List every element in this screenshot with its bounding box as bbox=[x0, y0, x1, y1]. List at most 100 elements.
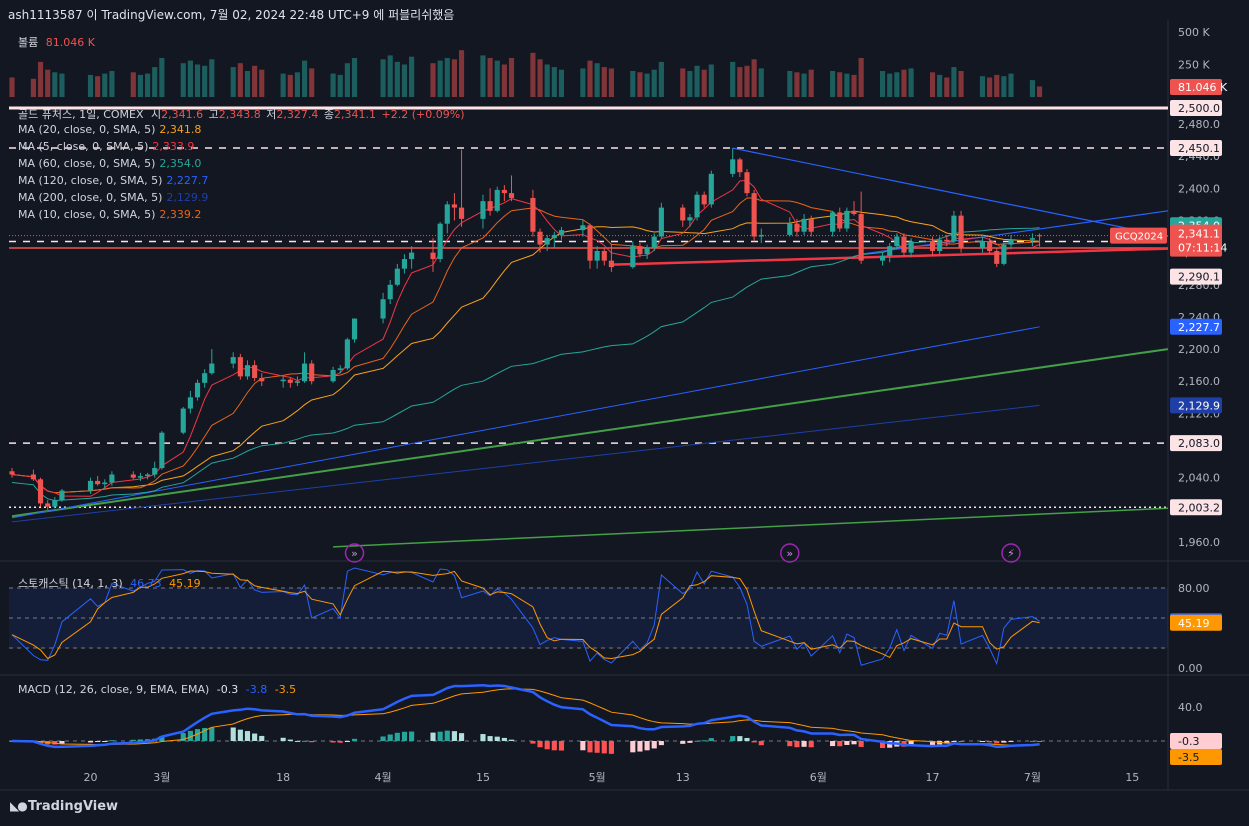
volume-bar bbox=[87, 74, 94, 97]
macd-histogram-bar bbox=[680, 741, 686, 744]
candle-body bbox=[951, 215, 957, 242]
candle-body bbox=[837, 212, 843, 229]
macd-histogram-bar bbox=[87, 741, 94, 743]
volume-bar bbox=[851, 74, 857, 97]
volume-bar bbox=[587, 60, 593, 97]
candle-body bbox=[145, 474, 151, 477]
volume-bar bbox=[37, 61, 44, 97]
macd-value: -3.8 bbox=[245, 683, 268, 696]
candle-body bbox=[787, 223, 793, 235]
ma-legend-0[interactable]: MA (20, close, 0, SMA, 5) 2,341.8 bbox=[18, 123, 201, 136]
volume-bar bbox=[401, 64, 408, 97]
low-label: 저 bbox=[266, 108, 277, 121]
volume-bar bbox=[351, 58, 358, 97]
macd-label: MACD (12, 26, close, 9, EMA, EMA) bbox=[18, 683, 210, 696]
macd-histogram-bar bbox=[508, 739, 515, 741]
low-value: 2,327.4 bbox=[276, 108, 319, 121]
volume-bar bbox=[409, 56, 415, 97]
macd-histogram-bar bbox=[145, 739, 151, 741]
lightning-event-icon[interactable]: ⚡ bbox=[1001, 543, 1021, 563]
macd-histogram-bar bbox=[430, 732, 436, 741]
volume-bar bbox=[1036, 86, 1043, 97]
candle-body bbox=[594, 251, 600, 261]
macd-legend[interactable]: MACD (12, 26, close, 9, EMA, EMA) -0.3 -… bbox=[18, 683, 296, 696]
stochastic-legend[interactable]: 스토캐스틱 (14, 1, 3) 46.73 45.19 bbox=[18, 575, 201, 591]
volume-bar bbox=[301, 60, 308, 97]
candle-body bbox=[501, 189, 507, 194]
macd-histogram-bar bbox=[1001, 741, 1007, 743]
macd-histogram-bar bbox=[544, 741, 550, 750]
symbol-label[interactable]: 골드 퓨처스, 1일, COMEX bbox=[18, 108, 144, 121]
volume-bar bbox=[594, 63, 600, 97]
candle-body bbox=[758, 234, 764, 237]
volume-bar bbox=[837, 72, 843, 97]
macd-histogram-bar bbox=[694, 740, 700, 742]
price-tick-label: 2,040.0 bbox=[1178, 472, 1220, 485]
macd-histogram-bar bbox=[1029, 740, 1035, 742]
ma-legend-label: MA (120, close, 0, SMA, 5) bbox=[18, 174, 163, 187]
volume-bar bbox=[252, 65, 258, 97]
dividend-event-icon[interactable]: » bbox=[780, 543, 800, 563]
volume-bar bbox=[1008, 73, 1014, 97]
candle-body bbox=[808, 218, 814, 232]
volume-badge: 81.046 K bbox=[1178, 81, 1228, 94]
volume-label: 볼륨 bbox=[18, 36, 39, 49]
macd-tick-label: 40.0 bbox=[1178, 701, 1203, 714]
candle-body bbox=[180, 408, 186, 433]
macd-histogram-bar bbox=[944, 741, 950, 744]
candle-body bbox=[230, 357, 236, 364]
stochastic-d-line bbox=[11, 570, 1040, 660]
ma-legend-label: MA (10, close, 0, SMA, 5) bbox=[18, 208, 156, 221]
dividend-event-icon[interactable]: » bbox=[344, 543, 365, 563]
ma-legend-4[interactable]: MA (200, close, 0, SMA, 5) 2,129.9 bbox=[18, 191, 208, 204]
macd-histogram-bar bbox=[637, 741, 643, 752]
volume-bar bbox=[530, 52, 536, 97]
candle-body bbox=[252, 365, 258, 379]
event-ring bbox=[780, 543, 800, 563]
macd-histogram-bar bbox=[708, 738, 714, 741]
candle-body bbox=[794, 223, 800, 232]
candle-body bbox=[737, 159, 743, 173]
ma-legend-2[interactable]: MA (60, close, 0, SMA, 5) 2,354.0 bbox=[18, 157, 201, 170]
ma-legend-1[interactable]: MA (5, close, 0, SMA, 5) 2,333.9 bbox=[18, 140, 194, 153]
volume-tick-label: 250 K bbox=[1178, 59, 1210, 72]
macd-histogram-bar bbox=[401, 731, 408, 741]
candle-body bbox=[958, 215, 964, 248]
tradingview-logo[interactable]: ◣● TradingView bbox=[10, 799, 118, 814]
volume-bar bbox=[737, 67, 743, 97]
candle-body bbox=[444, 204, 450, 224]
price-badge-bg bbox=[1170, 397, 1222, 414]
volume-legend: 볼륨 81.046 K bbox=[18, 34, 95, 50]
candle-body bbox=[558, 230, 565, 235]
macd-histogram-bar bbox=[444, 730, 450, 741]
macd-histogram-bar bbox=[730, 736, 736, 741]
publish-header: ash1113587 이 TradingView.com, 7월 02, 202… bbox=[8, 8, 455, 22]
ma60-line bbox=[11, 227, 1040, 502]
macd-histogram-bar bbox=[651, 741, 657, 749]
ma-legend-3[interactable]: MA (120, close, 0, SMA, 5) 2,227.7 bbox=[18, 174, 208, 187]
event-glyph: ⚡ bbox=[1007, 547, 1015, 560]
volume-bar bbox=[744, 65, 750, 97]
macd-histogram-bar bbox=[1008, 741, 1014, 742]
ma-legend-5[interactable]: MA (10, close, 0, SMA, 5) 2,339.2 bbox=[18, 208, 201, 221]
candle-body bbox=[658, 207, 664, 237]
ma-legend-value: 2,341.8 bbox=[159, 123, 202, 136]
candle-body bbox=[9, 471, 15, 475]
candle-body bbox=[908, 241, 914, 253]
price-badge: 2,500.0 bbox=[1178, 102, 1220, 115]
volume-bar bbox=[630, 71, 636, 97]
macd-histogram-bar bbox=[879, 741, 886, 749]
price-tick-label: 2,200.0 bbox=[1178, 343, 1220, 356]
volume-bar bbox=[380, 59, 386, 97]
tradingview-logo-icon: ◣● bbox=[10, 799, 28, 813]
macd-histogram-bar bbox=[458, 733, 465, 741]
macd-histogram-bar bbox=[929, 741, 936, 746]
candle-body bbox=[109, 474, 115, 483]
macd-histogram-bar bbox=[608, 741, 614, 754]
macd-histogram-bar bbox=[344, 741, 350, 742]
macd-hist-value: -0.3 bbox=[216, 683, 239, 696]
time-tick-label: 6월 bbox=[810, 771, 827, 784]
volume-bar bbox=[887, 73, 893, 97]
volume-bar bbox=[537, 59, 543, 97]
